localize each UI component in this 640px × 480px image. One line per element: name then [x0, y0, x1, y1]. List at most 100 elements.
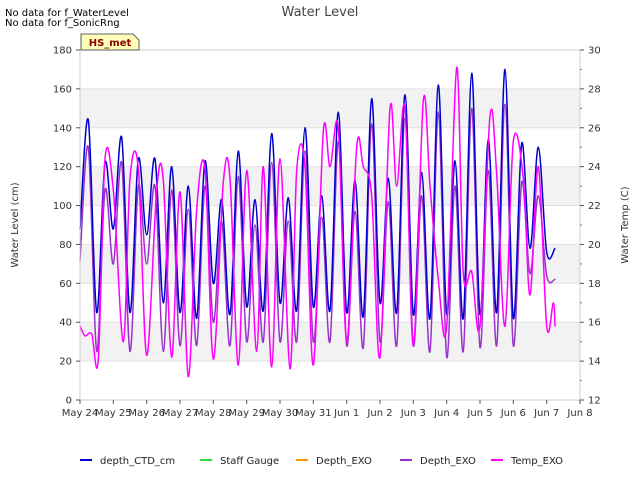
series-point: [212, 321, 214, 323]
series-point: [521, 181, 523, 183]
series-point: [279, 302, 281, 304]
hs-met-badge: HS_met: [80, 33, 140, 51]
x-tick-label: Jun 7: [533, 408, 559, 419]
series-line: [79, 66, 556, 378]
series-point: [146, 263, 148, 265]
series-depth-exo: [79, 103, 556, 358]
legend-label: Depth_EXO: [420, 456, 476, 467]
series-point: [489, 115, 491, 117]
series-point: [312, 364, 314, 366]
series-point: [296, 169, 298, 172]
y-axis-label: Water Level (cm): [10, 182, 21, 267]
x-tick-label: Jun 5: [466, 408, 492, 419]
series-point: [412, 313, 414, 316]
series-point: [204, 160, 206, 162]
y2-tick-label: 14: [588, 357, 601, 368]
series-point: [229, 344, 231, 347]
grid-band: [80, 244, 580, 284]
series-point: [437, 111, 439, 113]
series-point: [262, 341, 264, 343]
series-lines: [79, 66, 556, 378]
series-point: [512, 317, 514, 319]
y-tick-label: 160: [53, 84, 72, 95]
x-tick-label: May 26: [128, 408, 165, 419]
series-point: [387, 177, 389, 179]
legend-label: depth_CTD_cm: [100, 456, 175, 467]
legend-item: Depth_EXO: [400, 456, 476, 467]
no-data-note-waterlevel: No data for f_WaterLevel: [5, 8, 129, 19]
series-point: [271, 162, 273, 164]
series-point: [479, 325, 481, 327]
series-point: [321, 216, 323, 218]
series-point: [446, 325, 448, 327]
series-point: [504, 68, 506, 71]
series-point: [187, 185, 189, 187]
hs-met-badge-label: HS_met: [89, 38, 132, 49]
series-point: [454, 160, 456, 162]
y-tick-label: 120: [53, 162, 72, 173]
legend-item: depth_CTD_cm: [80, 456, 175, 467]
series-point: [204, 185, 206, 187]
series-point: [287, 220, 289, 222]
series-point: [162, 302, 164, 304]
series-point: [362, 166, 364, 168]
series-point: [356, 146, 358, 148]
series-point: [522, 177, 524, 179]
series-point: [554, 278, 556, 281]
series-point: [162, 179, 164, 181]
legend-label: Staff Gauge: [220, 456, 279, 467]
y2-tick-label: 26: [588, 123, 601, 134]
series-point: [289, 368, 291, 370]
series-point: [329, 166, 331, 168]
y-axis-left: 0 20 40 60 80 100 120 140 160 180: [53, 46, 80, 407]
series-point: [456, 66, 458, 69]
series-point: [471, 72, 473, 74]
series-point: [554, 247, 556, 249]
series-point: [212, 282, 214, 284]
series-point: [554, 325, 556, 327]
series-point: [389, 107, 391, 109]
series-point: [362, 346, 364, 349]
series-point: [521, 142, 523, 144]
x-tick-label: Jun 3: [400, 408, 426, 419]
series-point: [296, 341, 298, 343]
series-point: [537, 166, 539, 168]
series-temp-exo: [79, 66, 556, 378]
series-point: [254, 199, 256, 201]
series-point: [312, 306, 314, 308]
y-axis-right: 12 14 16 18 20 22 24 26 28 30: [580, 46, 601, 407]
x-tick-label: Jun 1: [333, 408, 359, 419]
series-point: [504, 325, 506, 327]
series-point: [196, 317, 198, 319]
y-tick-label: 180: [53, 46, 72, 57]
series-point: [329, 309, 331, 312]
series-point: [229, 313, 231, 316]
series-point: [187, 376, 189, 378]
series-point: [137, 168, 139, 170]
series-point: [322, 131, 324, 133]
series-point: [529, 273, 531, 275]
x-tick-label: Jun 8: [566, 408, 592, 419]
series-point: [179, 191, 181, 193]
series-point: [429, 317, 431, 319]
legend-label: Depth_EXO: [316, 456, 372, 467]
x-tick-label: Jun 2: [366, 408, 392, 419]
series-point: [112, 263, 114, 265]
series-point: [437, 84, 439, 86]
series-point: [287, 197, 289, 199]
series-point: [462, 350, 464, 352]
series-point: [129, 311, 131, 314]
series-point: [122, 341, 124, 343]
series-point: [112, 189, 114, 191]
series-point: [246, 341, 248, 343]
series-point: [97, 358, 99, 360]
series-point: [371, 98, 373, 100]
series-point: [546, 274, 548, 277]
y2-tick-label: 16: [588, 318, 601, 329]
y-tick-label: 100: [53, 201, 72, 212]
y2-tick-label: 18: [588, 279, 601, 290]
series-point: [529, 247, 531, 249]
series-point: [479, 346, 481, 349]
series-point: [179, 311, 181, 314]
series-point: [137, 158, 139, 160]
